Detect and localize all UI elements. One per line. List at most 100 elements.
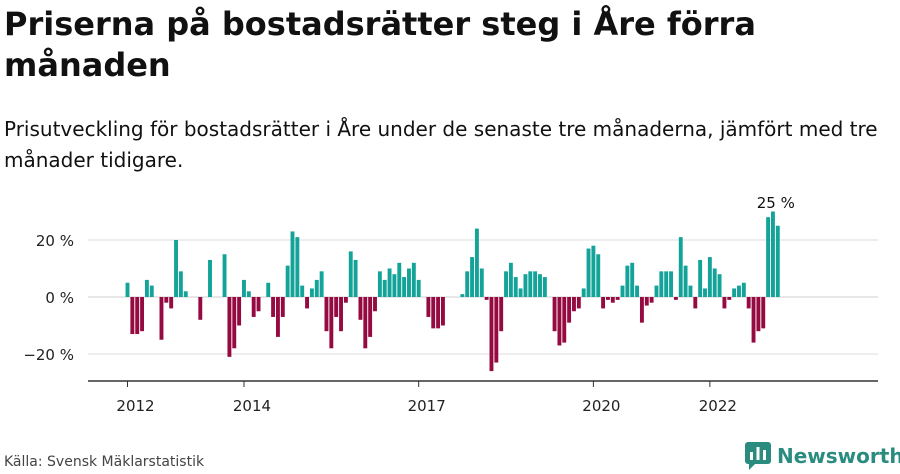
bar	[300, 285, 305, 297]
bar	[144, 279, 149, 297]
bar	[693, 297, 698, 309]
x-tick-label: 2014	[233, 397, 271, 415]
bar	[348, 251, 353, 297]
y-tick-label: 0 %	[45, 289, 74, 307]
bar	[698, 259, 703, 297]
bar	[125, 282, 130, 297]
bar	[271, 297, 276, 317]
bar	[373, 297, 377, 312]
bar	[722, 297, 727, 309]
bar	[688, 285, 693, 297]
bar	[465, 271, 470, 297]
bar	[513, 277, 518, 297]
bar	[489, 297, 494, 372]
bar	[751, 297, 756, 343]
bar	[644, 297, 649, 306]
bar	[436, 297, 441, 329]
bar	[256, 297, 261, 312]
bar	[610, 297, 615, 303]
bar	[460, 294, 465, 297]
bar	[508, 262, 513, 297]
bar	[183, 291, 188, 297]
bar	[416, 279, 421, 297]
bar	[314, 279, 319, 297]
brand-name: Newsworthy	[777, 444, 900, 468]
bar	[319, 271, 324, 297]
bar	[741, 282, 746, 297]
bar	[251, 297, 256, 317]
bar	[392, 274, 397, 297]
bar	[275, 297, 280, 337]
bar	[630, 262, 635, 297]
bar	[387, 268, 392, 297]
bar	[280, 297, 285, 317]
source-note: Källa: Svensk Mäklarstatistik	[4, 454, 205, 470]
bar	[635, 285, 640, 297]
bar	[140, 297, 145, 332]
bar	[237, 297, 242, 326]
bar	[232, 297, 237, 349]
bar	[178, 271, 183, 297]
bar	[159, 297, 164, 340]
bar	[761, 297, 766, 329]
bar	[771, 211, 775, 297]
bar	[402, 277, 407, 297]
bar	[368, 297, 373, 337]
bar	[290, 231, 295, 297]
bar	[285, 265, 290, 297]
x-tick-label: 2012	[116, 397, 154, 415]
bar	[533, 271, 538, 297]
bar	[242, 279, 246, 297]
x-tick-label: 2020	[582, 397, 620, 415]
bar	[737, 285, 741, 297]
bar	[474, 228, 479, 297]
bar	[363, 297, 368, 349]
bar	[149, 285, 154, 297]
bar	[470, 257, 475, 297]
bar	[683, 265, 688, 297]
bar	[586, 248, 591, 297]
bar	[227, 297, 232, 357]
bar	[358, 297, 363, 320]
bar	[135, 297, 140, 335]
bar	[339, 297, 343, 332]
bar	[542, 277, 547, 297]
bar	[606, 297, 610, 300]
bar	[707, 257, 712, 297]
bar	[494, 297, 499, 363]
bar	[523, 274, 528, 297]
bar	[479, 268, 484, 297]
bar	[669, 271, 673, 297]
bar	[756, 297, 761, 332]
bar	[441, 297, 445, 326]
bar	[678, 237, 683, 297]
bar	[266, 282, 271, 297]
newsworthy-logo-icon	[745, 442, 771, 470]
bar	[528, 271, 533, 297]
bar	[601, 297, 606, 309]
bar	[329, 297, 334, 349]
bar	[727, 297, 732, 300]
bar	[397, 262, 402, 297]
bar	[164, 297, 169, 303]
bar	[552, 297, 557, 332]
bar	[659, 271, 664, 297]
bar	[664, 271, 669, 297]
bar	[538, 274, 542, 297]
bar	[208, 259, 212, 297]
bar-annotation: 25 %	[757, 194, 795, 212]
bar	[712, 268, 717, 297]
bar	[411, 262, 416, 297]
bar	[766, 217, 771, 297]
bar	[562, 297, 567, 343]
bar	[581, 288, 586, 297]
bar	[334, 297, 339, 317]
bar	[305, 297, 310, 309]
bar	[746, 297, 751, 309]
bar	[717, 274, 722, 297]
bar	[407, 268, 411, 297]
bar	[596, 254, 601, 297]
y-tick-label: 20 %	[36, 232, 74, 250]
bar	[295, 237, 300, 297]
